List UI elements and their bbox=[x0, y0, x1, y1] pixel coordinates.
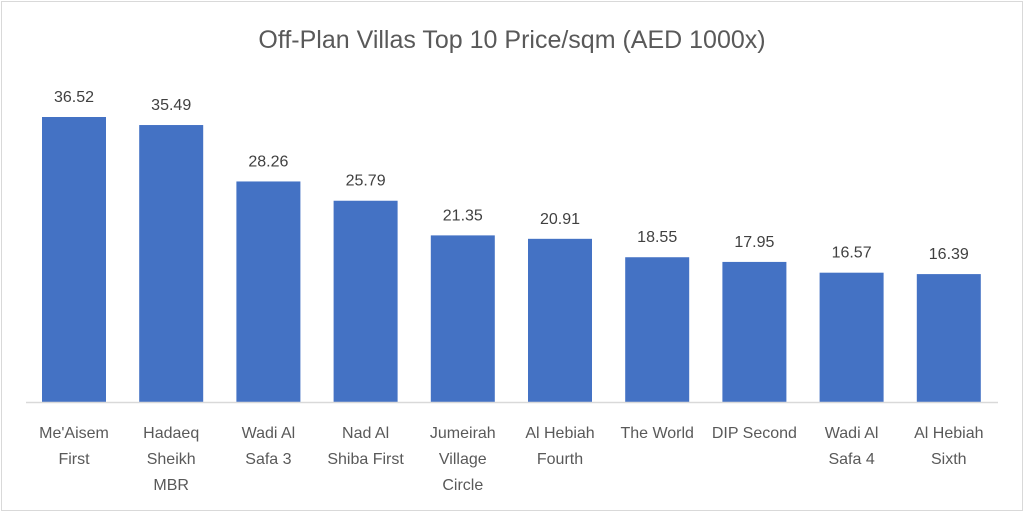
bar bbox=[139, 125, 204, 403]
category-label-line: Wadi Al bbox=[242, 425, 296, 442]
category-label-line: Nad Al bbox=[342, 425, 389, 442]
category-label-line: Sheikh bbox=[147, 451, 196, 468]
bar bbox=[916, 274, 981, 402]
bar bbox=[819, 272, 884, 402]
category-label-line: Shiba First bbox=[327, 451, 404, 468]
category-label: Wadi Al Safa 4 bbox=[825, 425, 879, 468]
bar bbox=[430, 235, 495, 402]
category-label-line: Safa 4 bbox=[828, 451, 874, 468]
category-label: Al Hebiah Fourth bbox=[525, 425, 594, 468]
category-label: Hadaeq Sheikh MBR bbox=[143, 425, 199, 494]
category-label-line: Safa 3 bbox=[245, 451, 291, 468]
category-label: DIP Second bbox=[712, 425, 797, 442]
category-label-line: Sixth bbox=[931, 451, 967, 468]
category-label-line: Hadaeq bbox=[143, 425, 199, 442]
category-label-line: Fourth bbox=[537, 451, 583, 468]
category-label-line: MBR bbox=[153, 477, 189, 494]
category-label-line: Village bbox=[439, 451, 487, 468]
data-label: 25.79 bbox=[346, 173, 386, 190]
category-label-line: Circle bbox=[442, 477, 483, 494]
category-label-line: Me'Aisem bbox=[39, 425, 109, 442]
category-label: Wadi Al Safa 3 bbox=[242, 425, 296, 468]
data-label: 17.95 bbox=[734, 234, 774, 251]
category-label-line: The World bbox=[620, 425, 694, 442]
data-label: 35.49 bbox=[151, 97, 191, 114]
category-label: Me'Aisem First bbox=[39, 425, 109, 468]
data-label: 20.91 bbox=[540, 211, 580, 228]
category-label-line: Al Hebiah bbox=[525, 425, 594, 442]
data-label: 36.52 bbox=[54, 89, 94, 106]
data-label: 16.57 bbox=[832, 245, 872, 262]
category-label-line: Wadi Al bbox=[825, 425, 879, 442]
category-label: Jumeirah Village Circle bbox=[430, 425, 496, 494]
category-label: Al Hebiah Sixth bbox=[914, 425, 983, 468]
bar bbox=[236, 181, 301, 402]
data-label: 28.26 bbox=[248, 153, 288, 170]
chart-title: Off-Plan Villas Top 10 Price/sqm (AED 10… bbox=[258, 26, 766, 54]
bar bbox=[528, 238, 592, 402]
bar bbox=[333, 200, 398, 402]
data-label: 18.55 bbox=[637, 229, 677, 246]
category-label-line: Al Hebiah bbox=[914, 425, 983, 442]
category-label: The World bbox=[620, 425, 694, 442]
data-label: 16.39 bbox=[929, 246, 969, 263]
category-label: Nad Al Shiba First bbox=[327, 425, 404, 468]
category-label-line: First bbox=[58, 451, 90, 468]
bar bbox=[722, 261, 787, 402]
bar bbox=[625, 257, 690, 402]
data-label: 21.35 bbox=[443, 207, 483, 224]
category-label-line: Jumeirah bbox=[430, 425, 496, 442]
bar bbox=[42, 117, 106, 402]
category-label-line: DIP Second bbox=[712, 425, 797, 442]
